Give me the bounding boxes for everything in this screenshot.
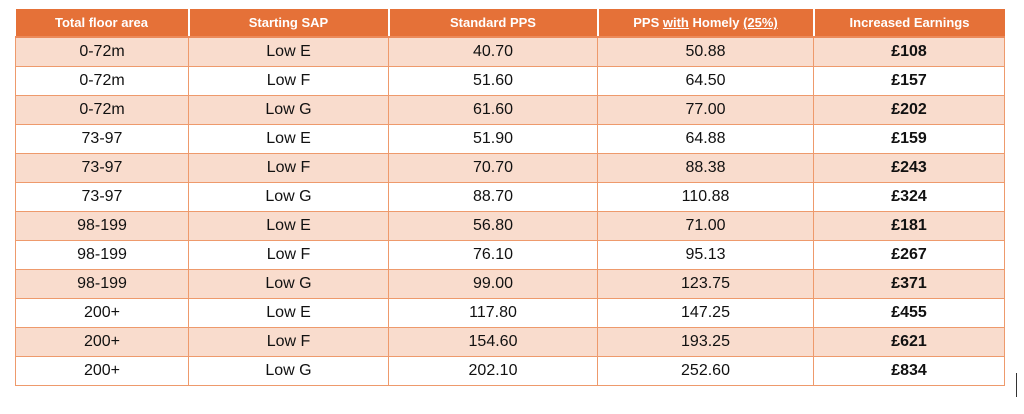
table-row: 200+ Low F 154.60 193.25 £621: [15, 327, 1005, 357]
cell-pps-homely: 252.60: [597, 356, 814, 386]
cell-pps-homely: 50.88: [597, 36, 814, 67]
header-pps-mid: Homely: [688, 15, 744, 30]
header-pps-with-homely: PPS with Homely (25%): [597, 9, 815, 38]
text-cursor: [1016, 373, 1017, 397]
table-row: 200+ Low E 117.80 147.25 £455: [15, 298, 1005, 328]
table-row: 0-72m Low G 61.60 77.00 £202: [15, 95, 1005, 125]
cell-standard-pps: 51.90: [388, 124, 598, 154]
header-standard-pps: Standard PPS: [388, 9, 599, 38]
cell-standard-pps: 202.10: [388, 356, 598, 386]
table-row: 98-199 Low G 99.00 123.75 £371: [15, 269, 1005, 299]
cell-floor-area: 0-72m: [15, 36, 189, 67]
table-row: 98-199 Low F 76.10 95.13 £267: [15, 240, 1005, 270]
cell-pps-homely: 88.38: [597, 153, 814, 183]
cell-increased-earnings: £181: [813, 211, 1005, 241]
cell-standard-pps: 61.60: [388, 95, 598, 125]
cell-starting-sap: Low F: [188, 240, 389, 270]
cell-starting-sap: Low F: [188, 153, 389, 183]
cell-pps-homely: 64.88: [597, 124, 814, 154]
table-row: 0-72m Low E 40.70 50.88 £108: [15, 36, 1005, 67]
header-starting-sap: Starting SAP: [188, 9, 390, 38]
cell-increased-earnings: £834: [813, 356, 1005, 386]
header-increased-earnings: Increased Earnings: [813, 9, 1005, 38]
table-row: 0-72m Low F 51.60 64.50 £157: [15, 66, 1005, 96]
cell-standard-pps: 99.00: [388, 269, 598, 299]
cell-starting-sap: Low E: [188, 124, 389, 154]
cell-increased-earnings: £455: [813, 298, 1005, 328]
cell-standard-pps: 76.10: [388, 240, 598, 270]
cell-increased-earnings: £621: [813, 327, 1005, 357]
cell-starting-sap: Low E: [188, 298, 389, 328]
table-row: 73-97 Low F 70.70 88.38 £243: [15, 153, 1005, 183]
cell-standard-pps: 117.80: [388, 298, 598, 328]
cell-starting-sap: Low G: [188, 182, 389, 212]
cell-floor-area: 73-97: [15, 153, 189, 183]
cell-starting-sap: Low G: [188, 269, 389, 299]
cell-pps-homely: 77.00: [597, 95, 814, 125]
table-body: 0-72m Low E 40.70 50.88 £108 0-72m Low F 51.60 6…: [15, 36, 1005, 386]
table-row: 98-199 Low E 56.80 71.00 £181: [15, 211, 1005, 241]
cell-increased-earnings: £371: [813, 269, 1005, 299]
cell-floor-area: 98-199: [15, 211, 189, 241]
cell-standard-pps: 51.60: [388, 66, 598, 96]
cell-standard-pps: 154.60: [388, 327, 598, 357]
cell-standard-pps: 88.70: [388, 182, 598, 212]
cell-floor-area: 98-199: [15, 240, 189, 270]
cell-increased-earnings: £202: [813, 95, 1005, 125]
cell-pps-homely: 110.88: [597, 182, 814, 212]
header-pps-with: with: [662, 15, 689, 30]
cell-floor-area: 98-199: [15, 269, 189, 299]
cell-starting-sap: Low F: [188, 327, 389, 357]
cell-pps-homely: 71.00: [597, 211, 814, 241]
cell-floor-area: 200+: [15, 356, 189, 386]
cell-pps-homely: 64.50: [597, 66, 814, 96]
cell-floor-area: 73-97: [15, 124, 189, 154]
cell-floor-area: 0-72m: [15, 66, 189, 96]
header-pps-pct: (25%): [743, 15, 778, 30]
table-header: Total floor area Starting SAP Standard P…: [15, 9, 1005, 38]
cell-starting-sap: Low E: [188, 36, 389, 67]
cell-starting-sap: Low G: [188, 356, 389, 386]
header-pps-prefix: PPS: [633, 15, 663, 30]
cell-increased-earnings: £243: [813, 153, 1005, 183]
cell-pps-homely: 193.25: [597, 327, 814, 357]
cell-standard-pps: 56.80: [388, 211, 598, 241]
pps-earnings-table: Total floor area Starting SAP Standard P…: [15, 9, 1005, 386]
cell-starting-sap: Low G: [188, 95, 389, 125]
cell-floor-area: 200+: [15, 327, 189, 357]
cell-starting-sap: Low E: [188, 211, 389, 241]
cell-floor-area: 73-97: [15, 182, 189, 212]
cell-pps-homely: 147.25: [597, 298, 814, 328]
cell-floor-area: 0-72m: [15, 95, 189, 125]
table-container: Total floor area Starting SAP Standard P…: [15, 9, 1005, 386]
cell-increased-earnings: £324: [813, 182, 1005, 212]
cell-increased-earnings: £267: [813, 240, 1005, 270]
table-row: 73-97 Low E 51.90 64.88 £159: [15, 124, 1005, 154]
cell-standard-pps: 40.70: [388, 36, 598, 67]
cell-increased-earnings: £108: [813, 36, 1005, 67]
header-row: Total floor area Starting SAP Standard P…: [15, 9, 1005, 38]
table-row: 200+ Low G 202.10 252.60 £834: [15, 356, 1005, 386]
cell-increased-earnings: £159: [813, 124, 1005, 154]
cell-increased-earnings: £157: [813, 66, 1005, 96]
cell-starting-sap: Low F: [188, 66, 389, 96]
cell-standard-pps: 70.70: [388, 153, 598, 183]
cell-floor-area: 200+: [15, 298, 189, 328]
cell-pps-homely: 123.75: [597, 269, 814, 299]
cell-pps-homely: 95.13: [597, 240, 814, 270]
table-row: 73-97 Low G 88.70 110.88 £324: [15, 182, 1005, 212]
header-floor-area: Total floor area: [15, 9, 190, 38]
